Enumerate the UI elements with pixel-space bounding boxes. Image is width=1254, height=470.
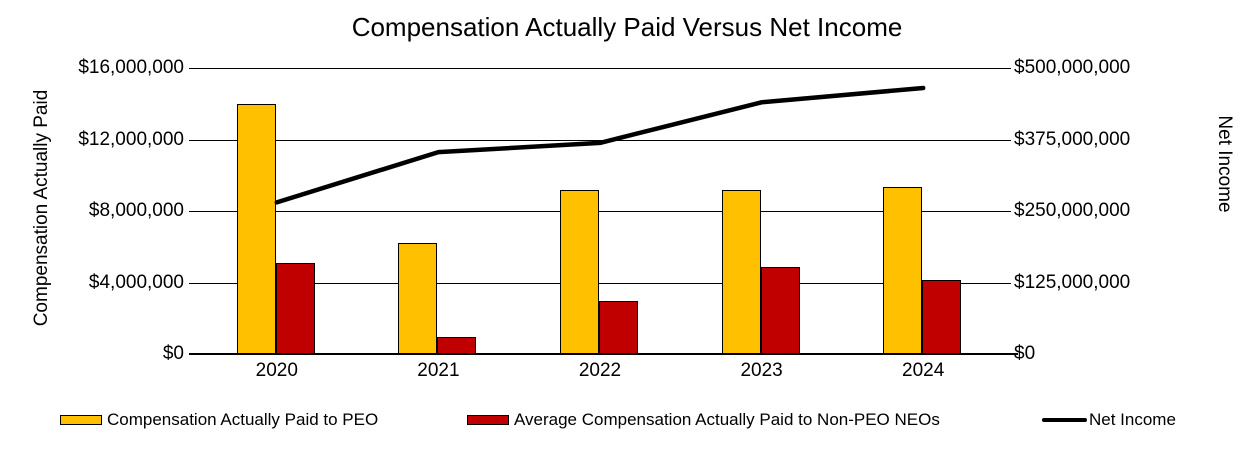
bar-peo-2020 xyxy=(236,103,276,354)
bar-non-peo-2024 xyxy=(922,279,962,354)
bar-peo-2024 xyxy=(883,186,923,354)
bar-non-peo-2022 xyxy=(599,301,638,354)
legend-item-net-income: Net Income xyxy=(1042,409,1176,429)
bar-peo-2021 xyxy=(398,243,438,354)
x-axis-tick-label: 2024 xyxy=(902,360,945,381)
bar-non-peo-2020 xyxy=(275,262,315,354)
y-axis-tick-label-right: $125,000,000 xyxy=(1014,271,1131,293)
y-axis-tick-label-left: $4,000,000 xyxy=(88,271,184,293)
bar-peo-2023 xyxy=(721,189,761,354)
y-axis-tick-label-left: $0 xyxy=(162,343,184,364)
legend-bar-swatch xyxy=(467,414,509,425)
bar-non-peo-2023 xyxy=(760,267,800,354)
bar-non-peo-2021 xyxy=(437,337,477,354)
legend-bar-swatch xyxy=(60,414,102,425)
chart-title: Compensation Actually Paid Versus Net In… xyxy=(351,12,903,42)
legend-label: Average Compensation Actually Paid to No… xyxy=(514,409,940,429)
y-axis-tick-label-left: $16,000,000 xyxy=(78,57,184,78)
y-axis-tick-label-right: $250,000,000 xyxy=(1014,200,1131,221)
y-axis-tick-label-right: $375,000,000 xyxy=(1014,128,1131,150)
x-axis-line xyxy=(189,353,1018,355)
x-axis-tick-label: 2023 xyxy=(740,360,783,381)
x-axis-tick-label: 2020 xyxy=(255,360,298,381)
legend-item-peo: Compensation Actually Paid to PEO xyxy=(60,409,379,429)
legend-item-non-peo: Average Compensation Actually Paid to No… xyxy=(467,409,940,429)
legend-line-swatch xyxy=(1042,417,1087,422)
gridline xyxy=(189,139,1011,141)
legend-label: Compensation Actually Paid to PEO xyxy=(107,409,379,429)
gridline xyxy=(189,282,1011,284)
gridline xyxy=(189,68,1011,69)
legend-label: Net Income xyxy=(1089,409,1176,429)
right-axis-title: Net Income xyxy=(1214,115,1235,213)
y-axis-tick-label-left: $8,000,000 xyxy=(88,200,184,221)
y-axis-tick-label-left: $12,000,000 xyxy=(78,128,184,150)
bar-peo-2022 xyxy=(560,189,599,354)
y-axis-tick-label-right: $500,000,000 xyxy=(1014,57,1131,78)
x-axis-tick-label: 2022 xyxy=(578,360,622,381)
net-income-line xyxy=(274,85,926,205)
x-axis-tick-label: 2021 xyxy=(417,360,460,381)
gridline xyxy=(189,211,1011,212)
y-axis-tick-label-right: $0 xyxy=(1014,343,1036,364)
